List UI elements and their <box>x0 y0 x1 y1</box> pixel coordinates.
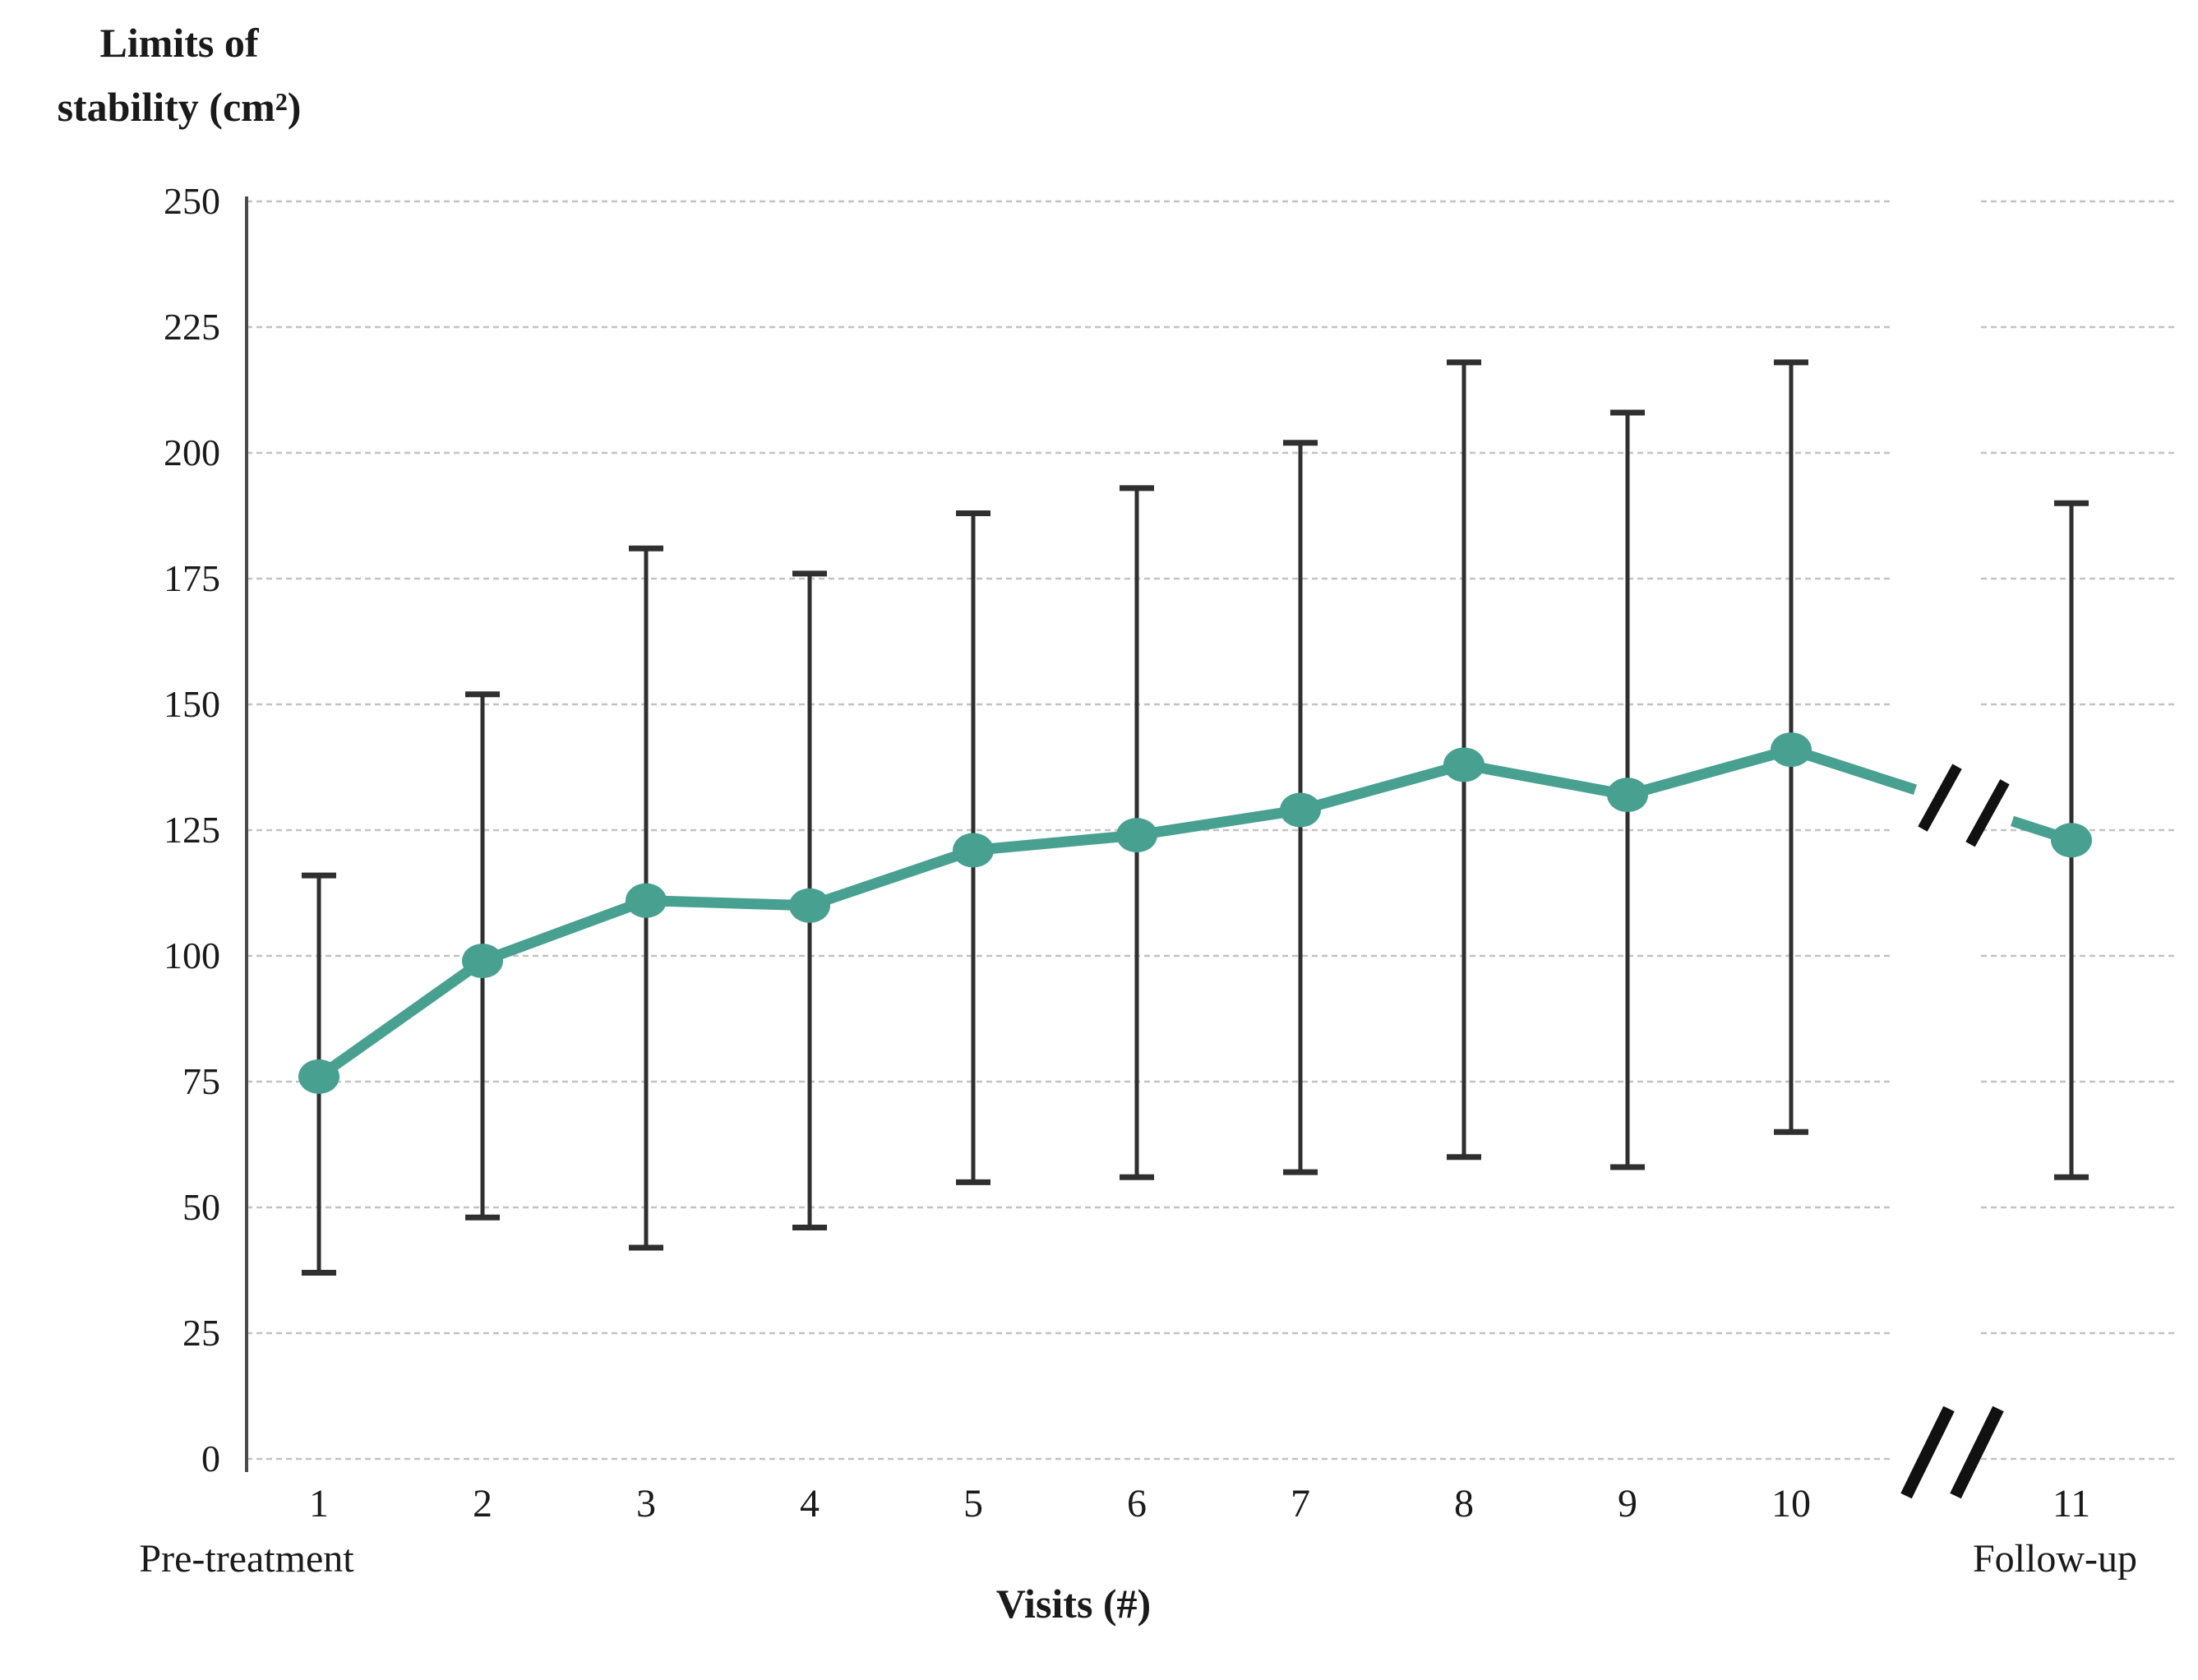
data-point-visit-3 <box>626 883 667 918</box>
y-axis-tick-label: 175 <box>164 557 220 599</box>
y-axis-tick-label: 150 <box>164 683 220 725</box>
x-axis-break-icon <box>1900 1405 1955 1499</box>
y-axis-tick-label: 50 <box>182 1186 220 1228</box>
data-point-visit-8 <box>1443 747 1485 782</box>
y-axis-tick-label: 75 <box>182 1060 220 1102</box>
x-axis-sublabel: Pre-treatment <box>139 1537 354 1581</box>
x-axis-tick-label: 10 <box>1771 1482 1811 1525</box>
y-axis-tick-label: 100 <box>164 935 220 976</box>
y-axis-tick-label: 225 <box>164 306 220 348</box>
x-axis-break-icon <box>1950 1405 2004 1499</box>
x-axis-tick-label: 1 <box>309 1482 329 1525</box>
x-axis-tick-label: 4 <box>800 1482 820 1525</box>
x-axis-tick-label: 7 <box>1291 1482 1310 1525</box>
y-axis-tick-label: 0 <box>201 1438 220 1479</box>
trend-line <box>316 744 1917 1082</box>
x-axis-tick-label: 11 <box>2053 1482 2090 1525</box>
x-axis-title: Visits (#) <box>995 1581 1152 1627</box>
data-point-visit-4 <box>789 888 830 923</box>
y-axis-title: Limits of stability (cm²) <box>23 12 335 139</box>
y-axis-tick-label: 125 <box>164 809 220 851</box>
data-point-visit-10 <box>1771 732 1812 768</box>
y-axis-title-line1: Limits of <box>99 20 259 66</box>
data-point-visit-1 <box>298 1059 339 1094</box>
x-axis-tick-label: 5 <box>963 1482 983 1525</box>
data-point-visit-11 <box>2051 823 2092 858</box>
x-axis-tick-label: 2 <box>473 1482 492 1525</box>
y-axis-tick-label: 250 <box>164 180 220 222</box>
data-point-visit-5 <box>953 833 994 868</box>
data-point-visit-7 <box>1280 792 1321 828</box>
x-axis-sublabel: Follow-up <box>1973 1537 2137 1581</box>
line-break-icon <box>1965 779 2010 847</box>
y-axis-tick-label: 25 <box>182 1312 220 1354</box>
x-axis-tick-label: 9 <box>1618 1482 1637 1525</box>
line-break-icon <box>1918 764 1962 832</box>
y-axis-tick-label: 200 <box>164 432 220 473</box>
data-point-visit-2 <box>462 944 503 979</box>
x-axis-tick-label: 8 <box>1454 1482 1474 1525</box>
data-point-visit-9 <box>1607 778 1648 813</box>
data-point-visit-6 <box>1116 818 1157 853</box>
x-axis-tick-label: 6 <box>1127 1482 1147 1525</box>
x-axis-tick-label: 3 <box>636 1482 656 1525</box>
y-axis-title-line2: stability (cm²) <box>57 83 302 130</box>
